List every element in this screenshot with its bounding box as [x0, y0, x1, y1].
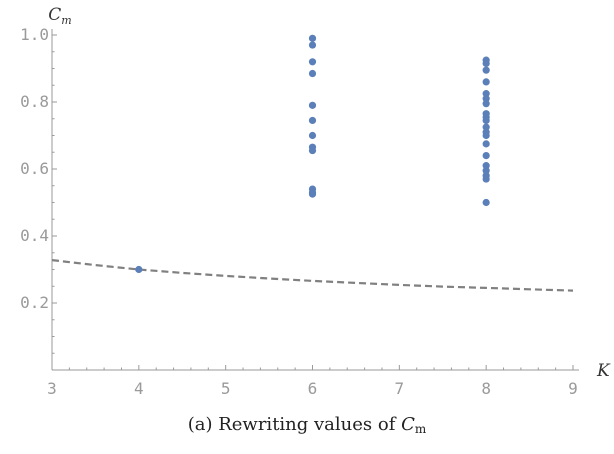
- data-point: [482, 90, 490, 98]
- x-tick-label: 3: [47, 379, 57, 398]
- data-point: [482, 175, 490, 183]
- x-tick-label: 8: [481, 379, 491, 398]
- data-point: [482, 66, 490, 74]
- x-tick-label: 7: [395, 379, 405, 398]
- y-tick-label: 0.6: [20, 159, 49, 178]
- x-tick-label: 9: [568, 379, 578, 398]
- caption-text: (a) Rewriting values of: [187, 414, 402, 435]
- x-tick-label: 5: [221, 379, 231, 398]
- caption-math-sub: m: [414, 422, 427, 436]
- dashed-curve: [51, 259, 574, 292]
- data-point: [482, 59, 490, 68]
- data-point: [308, 58, 317, 66]
- data-point: [482, 123, 490, 131]
- x-tick-label: 6: [308, 379, 318, 398]
- data-point: [308, 190, 317, 198]
- data-point: [482, 131, 490, 140]
- data-point: [308, 41, 317, 49]
- y-tick-label: 1.0: [20, 25, 49, 44]
- data-point: [308, 34, 317, 42]
- data-point: [308, 69, 317, 78]
- data-point: [308, 116, 317, 125]
- y-tick-label: 0.8: [20, 92, 49, 111]
- data-point: [135, 265, 143, 274]
- caption-math-main: C: [401, 414, 415, 435]
- data-point: [482, 167, 490, 175]
- y-axis-label-sub: m: [61, 14, 71, 27]
- data-point: [308, 146, 317, 155]
- data-point: [308, 131, 317, 140]
- data-point: [308, 101, 317, 109]
- data-point: [482, 95, 490, 103]
- y-axis-label-main: C: [48, 5, 61, 25]
- data-point: [482, 198, 490, 207]
- data-point: [482, 162, 490, 170]
- data-point: [482, 116, 490, 125]
- y-tick-label: 0.4: [20, 226, 49, 245]
- data-point: [482, 100, 490, 108]
- y-tick-label: 0.2: [20, 293, 49, 312]
- points-layer: [135, 34, 490, 274]
- data-point: [482, 78, 490, 86]
- x-axis-label: K: [596, 361, 611, 381]
- figure-caption: (a) Rewriting values of Cm: [0, 414, 614, 436]
- y-axis-label: Cm: [48, 5, 71, 27]
- data-point: [482, 140, 490, 148]
- curve-layer: [51, 259, 574, 292]
- x-tick-label: 4: [134, 379, 144, 398]
- chart: 3 4 5 6 7 8 9 0.2 0.4 0.6 0.8 1.0 Cm K: [20, 5, 611, 398]
- data-point: [482, 152, 490, 160]
- axes: 3 4 5 6 7 8 9 0.2 0.4 0.6 0.8 1.0: [20, 25, 579, 398]
